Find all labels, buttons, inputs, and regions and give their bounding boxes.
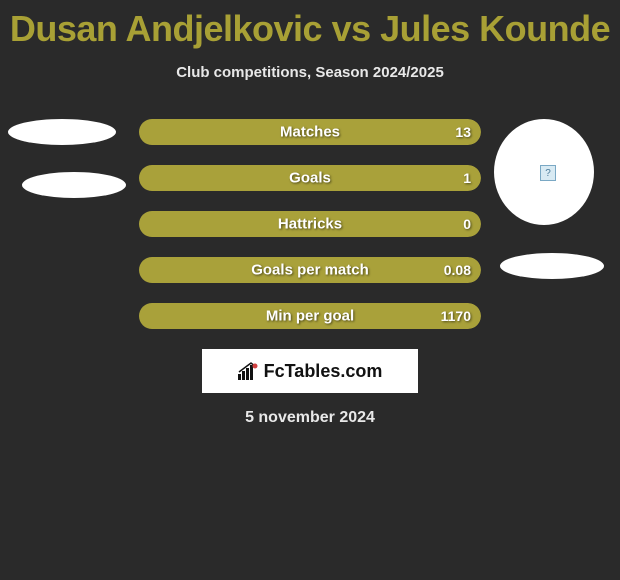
footer-date: 5 november 2024 xyxy=(0,409,620,427)
page-subtitle: Club competitions, Season 2024/2025 xyxy=(0,64,620,81)
stat-label: Goals xyxy=(289,170,331,187)
stat-row: Min per goal 1170 xyxy=(139,303,481,329)
player-shape xyxy=(22,172,126,198)
stat-value-right: 1170 xyxy=(441,308,471,324)
stat-row: Goals 1 xyxy=(139,165,481,191)
stat-value-right: 0 xyxy=(463,216,471,232)
stat-row: Matches 13 xyxy=(139,119,481,145)
branding-box: FcTables.com xyxy=(202,349,418,393)
branding-text: FcTables.com xyxy=(264,361,383,382)
stat-row: Goals per match 0.08 xyxy=(139,257,481,283)
stat-label: Goals per match xyxy=(251,262,369,279)
stat-row: Hattricks 0 xyxy=(139,211,481,237)
stat-bars: Matches 13 Goals 1 Hattricks 0 Goals per match… xyxy=(139,119,481,329)
stat-value-right: 0.08 xyxy=(444,262,471,278)
branding-logo: FcTables.com xyxy=(238,361,383,382)
stat-value-right: 13 xyxy=(455,124,471,140)
stat-label: Min per goal xyxy=(266,308,354,325)
stat-label: Hattricks xyxy=(278,216,342,233)
stat-value-right: 1 xyxy=(463,170,471,186)
comparison-chart: ? Matches 13 Goals 1 Hattricks 0 Goals per mat… xyxy=(0,119,620,427)
player-shape xyxy=(8,119,116,145)
stat-label: Matches xyxy=(280,124,340,141)
page-title: Dusan Andjelkovic vs Jules Kounde xyxy=(0,0,620,50)
player-shape xyxy=(500,253,604,279)
chart-icon xyxy=(238,362,260,380)
avatar-placeholder-icon: ? xyxy=(540,165,556,181)
